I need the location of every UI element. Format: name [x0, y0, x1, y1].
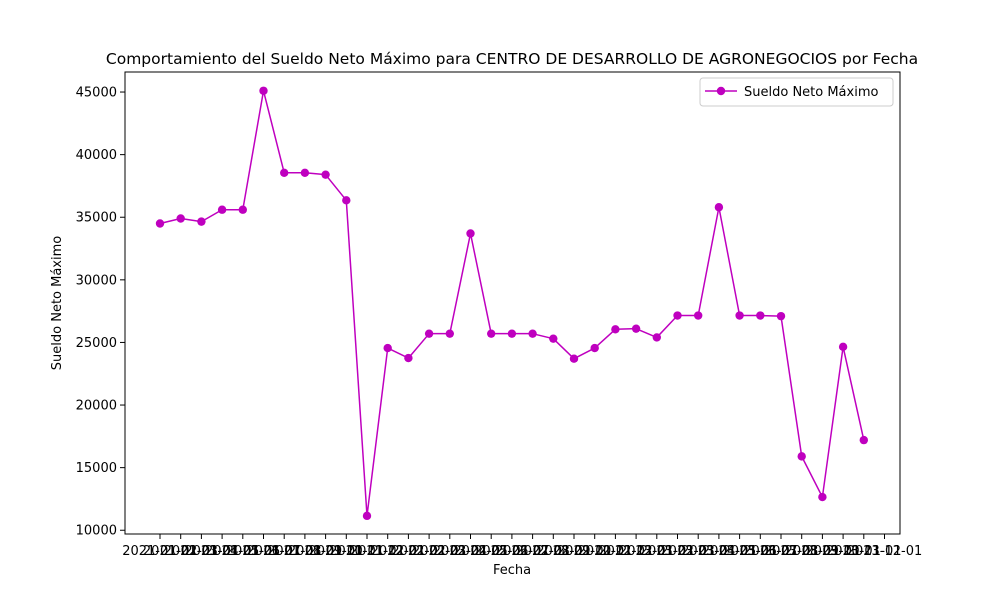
data-point — [300, 168, 310, 177]
x-tick-label: 2023-03-01 — [660, 544, 736, 559]
x-tick-label: 2022-04-01 — [433, 544, 509, 559]
y-tick-label: 40000 — [76, 148, 117, 163]
x-tick-label: 2023-11-01 — [826, 544, 902, 559]
series-line — [159, 90, 865, 517]
data-point — [631, 324, 641, 333]
data-point — [590, 343, 599, 353]
x-tick-label: 2021-01-01 — [122, 544, 198, 559]
legend: Sueldo Neto Máximo — [699, 77, 894, 107]
data-point — [549, 334, 558, 343]
data-point — [652, 333, 661, 342]
y-tick-label: 25000 — [76, 336, 117, 351]
x-tick-label: 2021-07-01 — [246, 544, 322, 559]
x-tick-label: 2022-06-01 — [474, 544, 550, 559]
plot-area-frame — [124, 71, 901, 535]
x-tick-label: 2021-11-01 — [329, 544, 405, 559]
x-tick-label: 2023-07-01 — [743, 544, 819, 559]
x-tick-label: 2022-08-01 — [516, 544, 592, 559]
y-tick-label: 10000 — [76, 524, 117, 539]
data-point — [466, 229, 475, 238]
x-tick-label: 2023-10-01 — [805, 544, 881, 559]
data-point — [507, 329, 517, 338]
data-point — [569, 354, 579, 363]
x-tick-label: 2022-07-01 — [495, 544, 571, 559]
series-layer — [155, 86, 868, 521]
data-point — [280, 168, 289, 177]
x-tick-label: 2021-05-01 — [205, 544, 281, 559]
x-tick-label: 2023-06-01 — [723, 544, 799, 559]
data-point — [321, 170, 330, 179]
x-tick-label: 2021-10-01 — [309, 544, 385, 559]
data-point — [838, 342, 848, 352]
x-axis: 2021-01-012021-02-012021-03-012021-04-01… — [122, 534, 922, 559]
chart-title: Comportamiento del Sueldo Neto Máximo pa… — [106, 50, 918, 68]
y-tick-label: 35000 — [76, 211, 117, 226]
x-tick-label: 2022-10-01 — [557, 544, 633, 559]
x-tick-label: 2022-03-01 — [412, 544, 488, 559]
data-point — [217, 205, 227, 214]
y-tick-label: 15000 — [76, 461, 117, 476]
data-point — [445, 329, 454, 338]
data-point — [383, 343, 392, 353]
data-point — [238, 205, 247, 214]
x-tick-label: 2022-09-01 — [536, 544, 612, 559]
x-tick-label: 2022-12-01 — [598, 544, 674, 559]
x-tick-label: 2022-05-01 — [453, 544, 529, 559]
data-point — [424, 329, 434, 338]
x-tick-label: 2023-12-01 — [847, 544, 923, 559]
x-tick-label: 2022-01-01 — [371, 544, 447, 559]
x-tick-label: 2021-04-01 — [184, 544, 260, 559]
data-point — [673, 311, 682, 320]
x-tick-label: 2023-05-01 — [702, 544, 778, 559]
data-point — [818, 492, 827, 502]
x-tick-label: 2022-11-01 — [578, 544, 654, 559]
legend-marker-swatch — [716, 86, 726, 96]
x-tick-label: 2023-02-01 — [640, 544, 716, 559]
y-tick-label: 30000 — [76, 273, 117, 288]
data-point — [735, 311, 744, 320]
x-tick-label: 2023-08-01 — [764, 544, 840, 559]
y-tick-label: 20000 — [76, 399, 117, 414]
x-tick-label: 2023-09-01 — [785, 544, 861, 559]
x-tick-label: 2021-09-01 — [288, 544, 364, 559]
data-point — [611, 325, 620, 334]
data-point — [155, 219, 165, 228]
y-axis-title: Sueldo Neto Máximo — [50, 236, 65, 370]
data-point — [197, 217, 206, 226]
legend-label: Sueldo Neto Máximo — [744, 85, 878, 100]
data-point — [859, 435, 868, 445]
x-tick-label: 2023-04-01 — [681, 544, 757, 559]
x-tick-label: 2021-06-01 — [226, 544, 302, 559]
legend-box — [699, 77, 894, 107]
x-axis-title: Fecha — [493, 563, 531, 578]
data-point — [404, 353, 413, 363]
data-point — [362, 511, 372, 521]
data-point — [776, 311, 786, 321]
data-point — [259, 86, 268, 95]
x-tick-label: 2023-01-01 — [619, 544, 695, 559]
data-point — [342, 196, 351, 205]
data-point — [528, 329, 537, 338]
x-tick-label: 2021-08-01 — [267, 544, 343, 559]
y-axis: 10000 15000 20000 25000 30000 35000 40000 45000 — [76, 86, 125, 539]
data-point — [694, 311, 703, 320]
data-point — [487, 329, 496, 338]
x-tick-label: 2021-02-01 — [143, 544, 219, 559]
data-point — [797, 452, 806, 461]
data-point — [176, 214, 185, 223]
data-point — [714, 203, 724, 212]
x-tick-label: 2021-03-01 — [164, 544, 240, 559]
x-tick-label: 2022-02-01 — [391, 544, 467, 559]
data-point — [756, 311, 765, 320]
y-tick-label: 45000 — [76, 86, 117, 101]
x-tick-label: 2021-12-01 — [350, 544, 426, 559]
